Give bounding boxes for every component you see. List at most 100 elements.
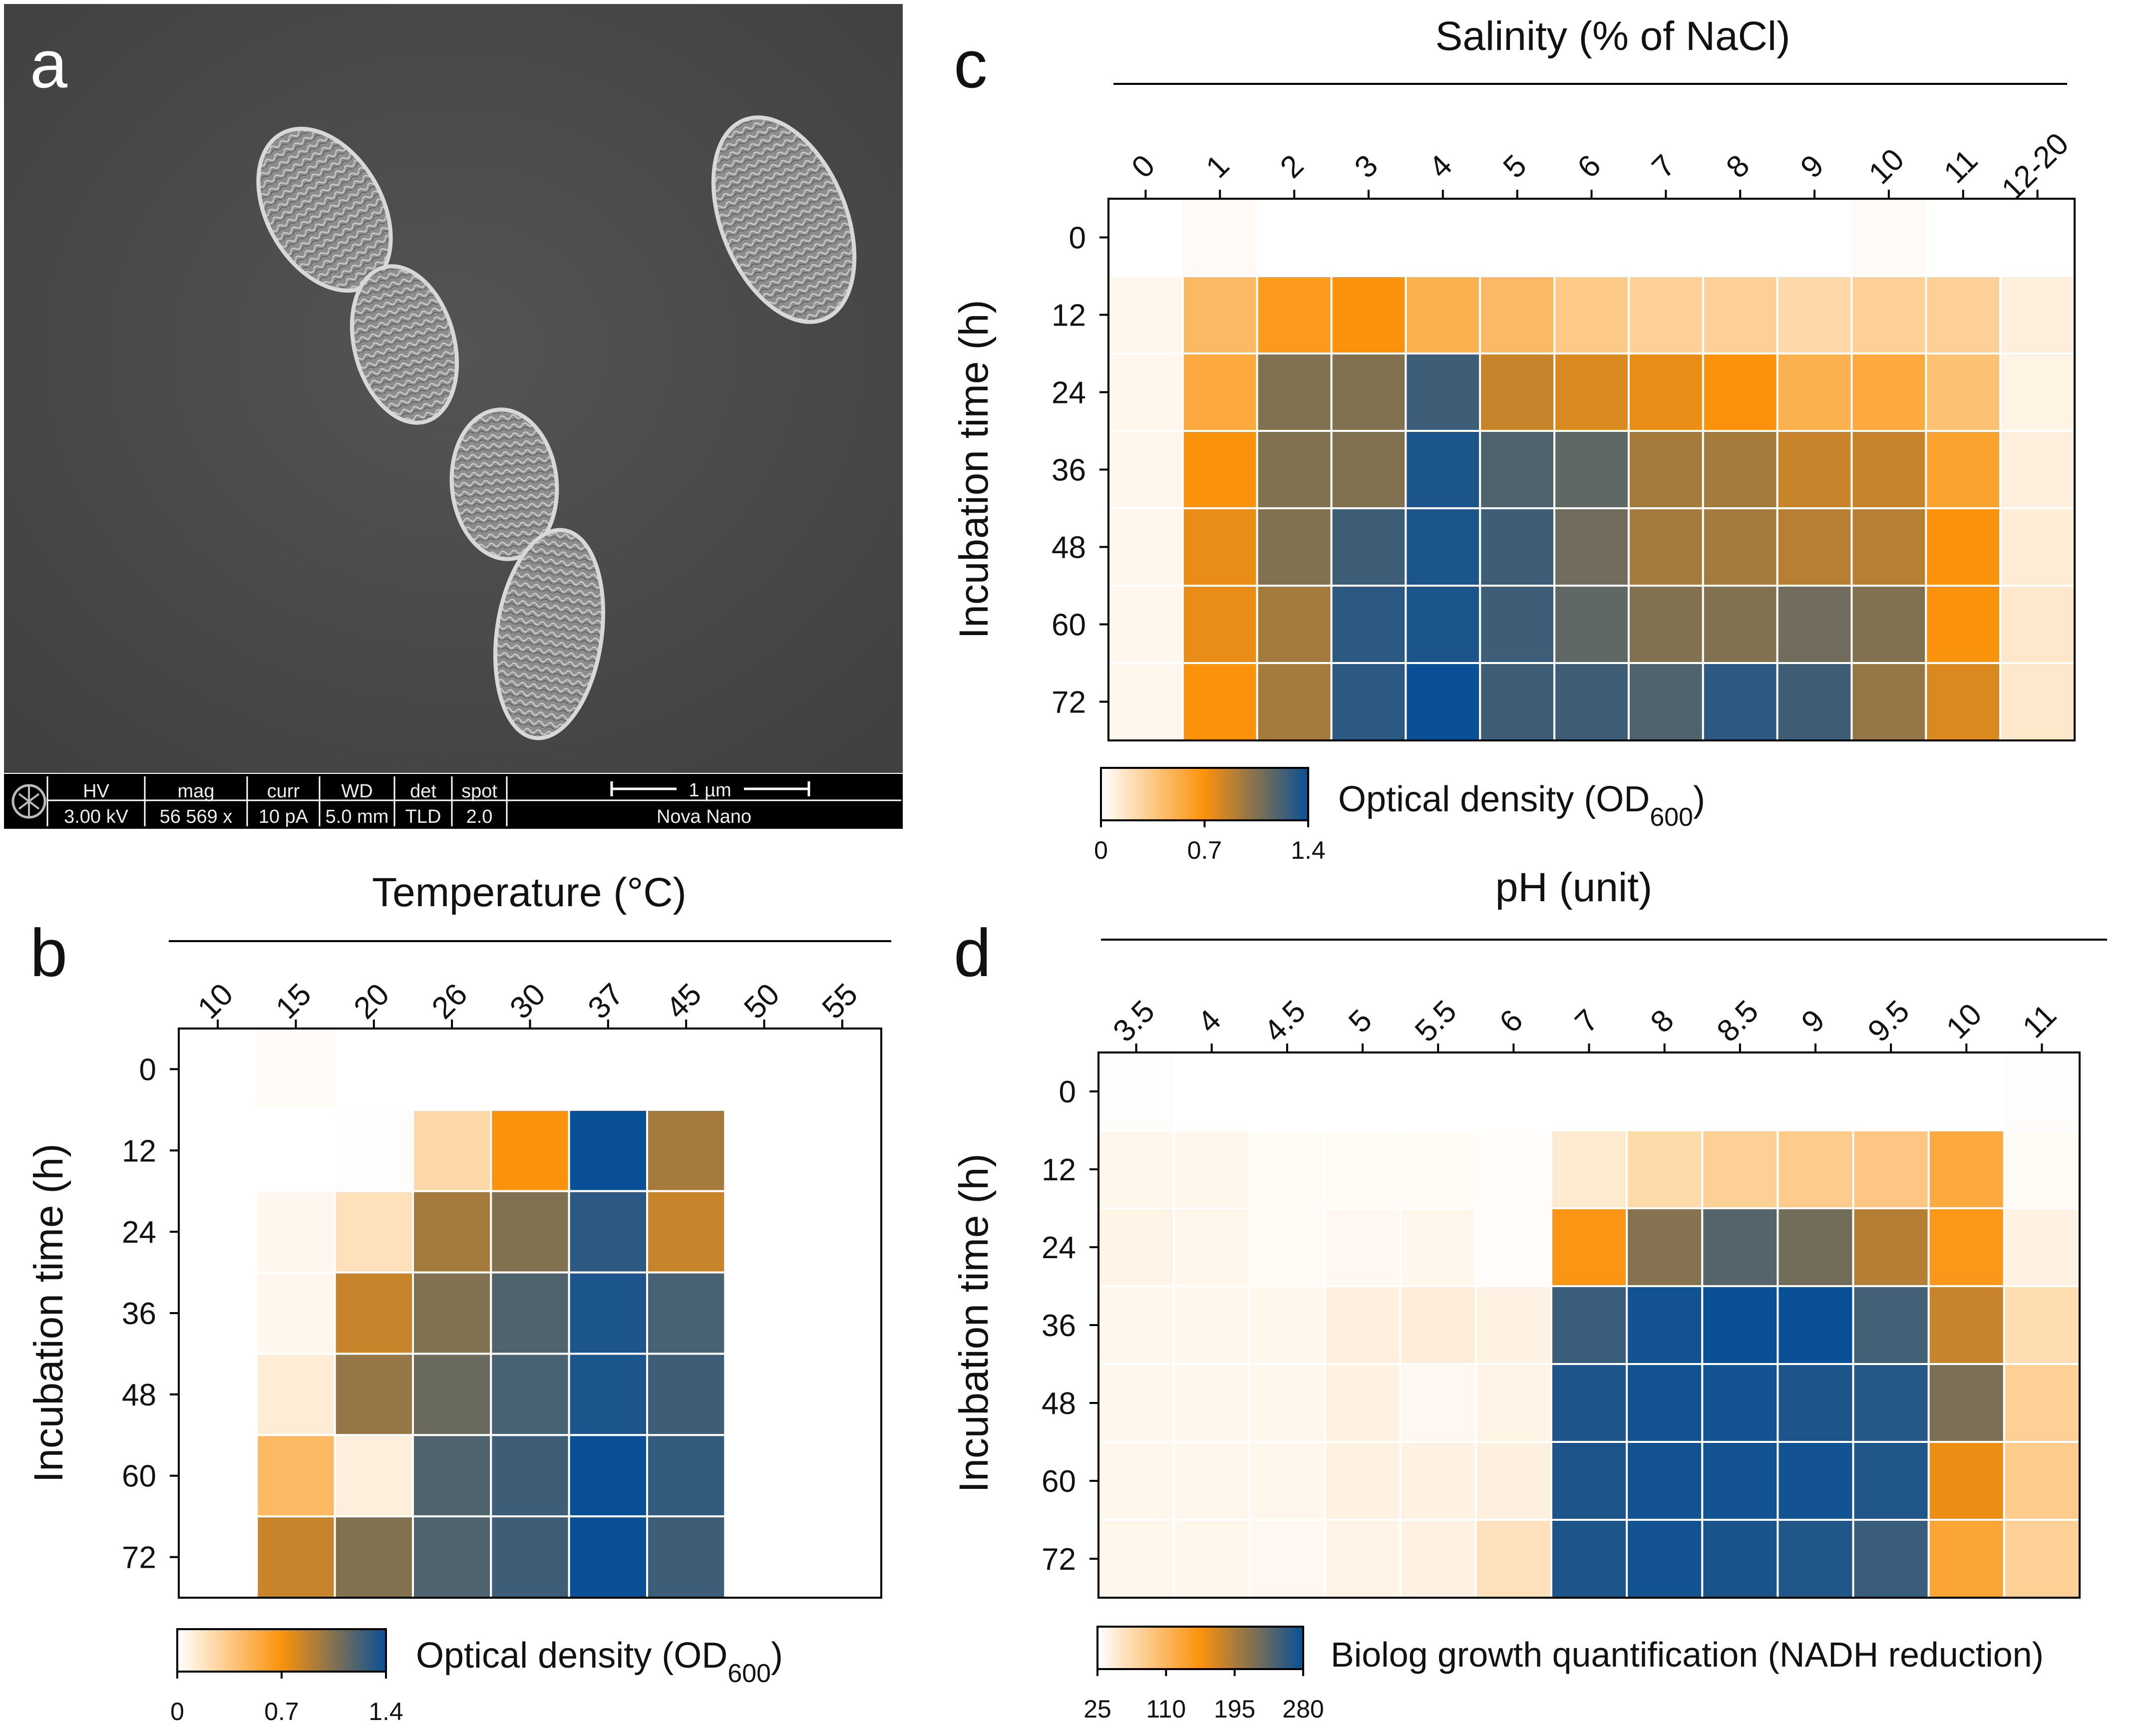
heatmap-cell-b-60-30: [490, 1434, 570, 1518]
heatmap-cell-c-12-3: [1330, 275, 1407, 354]
heatmap-cell-c-24-3: [1330, 352, 1407, 432]
bacterium-cell: [493, 528, 606, 740]
heatmap-cell-b-12-55: [802, 1108, 882, 1192]
heatmap-cell-c-12-11: [1925, 275, 2002, 354]
heatmap-cell-c-48-3: [1330, 507, 1407, 587]
heatmap-cell-b-12-37: [568, 1108, 648, 1192]
sem-bacteria-cells: [256, 115, 857, 740]
colorbar-tick-label: 110: [1146, 1695, 1186, 1723]
heatmap-cell-c-72-5: [1479, 662, 1556, 741]
heatmap-cell-c-72-8: [1702, 662, 1779, 741]
heatmap-cell-d-0-10: [1928, 1052, 2004, 1130]
heatmap-cell-b-72-15: [256, 1515, 336, 1599]
heatmap-cell-b-60-20: [334, 1434, 414, 1518]
heatmap-cell-c-12-7: [1627, 275, 1704, 354]
heatmap-cell-d-12-10: [1927, 1129, 2005, 1209]
y-tick-label: 24: [122, 1215, 156, 1250]
x-tick-label: 45: [660, 977, 709, 1026]
x-tick-label: 8.5: [1710, 994, 1765, 1049]
x-tick-label: 6: [1493, 1003, 1529, 1039]
heatmap-cell-b-36-10: [178, 1271, 258, 1355]
panel-a: a HV 3.00 kV mag 56 569 x curr 10 pA WD 5.0 mm d…: [4, 4, 903, 829]
heatmap-cell-c-60-2: [1256, 585, 1333, 664]
heatmap-cell-c-36-12-20: [1999, 430, 2076, 509]
sem-header-wd: WD: [341, 781, 372, 802]
heatmap-cell-d-24-10: [1927, 1207, 2005, 1287]
heatmap-cell-b-12-50: [724, 1108, 804, 1192]
heatmap-cell-b-60-15: [256, 1434, 336, 1518]
heatmap-cell-c-60-8: [1702, 585, 1779, 664]
x-tick-label: 3: [1348, 148, 1385, 185]
heatmap-cell-c-72-2: [1256, 662, 1333, 741]
heatmap-cell-d-24-5.5: [1399, 1207, 1477, 1287]
heatmap-cell-b-24-26: [412, 1190, 492, 1274]
y-tick-label: 36: [122, 1297, 156, 1331]
heatmap-cell-d-60-6: [1474, 1441, 1552, 1521]
heatmap-cell-c-48-12-20: [1999, 507, 2076, 587]
heatmap-cell-c-48-5: [1479, 507, 1556, 587]
x-tick-label: 9: [1795, 1003, 1831, 1039]
heatmap-cell-d-24-8: [1626, 1207, 1704, 1287]
colorbar-tick-label: 1.4: [1291, 836, 1326, 864]
heatmap-cell-d-12-5: [1324, 1129, 1402, 1209]
heatmap-cell-d-24-3.5: [1097, 1207, 1175, 1287]
heatmap-cell-b-12-20: [334, 1108, 414, 1192]
heatmap-cell-d-72-8.5: [1701, 1519, 1779, 1599]
heatmap-cell-d-60-8: [1626, 1441, 1704, 1521]
y-tick-label: 12: [122, 1134, 156, 1168]
heatmap-cell-b-48-55: [802, 1353, 882, 1436]
sem-value-det: TLD: [405, 806, 441, 827]
heatmap-cell-b-24-10: [178, 1190, 258, 1274]
heatmap-cell-d-72-9.5: [1852, 1519, 1930, 1599]
heatmap-cell-d-0-5.5: [1400, 1052, 1476, 1130]
heatmap-cell-c-48-6: [1553, 507, 1630, 587]
heatmap-cell-b-0-20: [335, 1029, 413, 1110]
x-tick-label: 5: [1497, 148, 1533, 185]
heatmap-cell-b-24-45: [646, 1190, 726, 1274]
x-axis-title-b: Temperature (°C): [372, 870, 687, 915]
y-tick-label: 60: [1042, 1464, 1076, 1499]
heatmap-cell-d-12-4: [1173, 1129, 1251, 1209]
heatmap-cell-d-48-4.5: [1248, 1363, 1326, 1443]
heatmap-cell-c-0-8: [1703, 199, 1778, 276]
heatmap-cell-c-60-9: [1776, 585, 1853, 664]
fei-logo-icon: [11, 784, 46, 819]
sem-value-wd: 5.0 mm: [326, 806, 389, 827]
heatmap-cell-c-72-4: [1405, 662, 1481, 741]
heatmap-cell-c-60-10: [1850, 585, 1927, 664]
heatmap-cell-d-0-8.5: [1702, 1052, 1778, 1130]
x-tick-label: 30: [503, 977, 552, 1026]
colorbar-label-end: ): [771, 1636, 783, 1676]
heatmap-cell-d-12-4.5: [1248, 1129, 1326, 1209]
heatmap-cell-d-72-10: [1927, 1519, 2005, 1599]
heatmap-cell-c-24-6: [1553, 352, 1630, 432]
heatmap-cell-d-0-4: [1174, 1052, 1250, 1130]
heatmap-cell-b-48-45: [646, 1353, 726, 1436]
heatmap-cell-d-36-3.5: [1097, 1285, 1175, 1365]
x-tick-label: 2: [1274, 148, 1310, 185]
bacterium-cell: [449, 407, 559, 561]
colorbar-label-end: ): [1693, 779, 1705, 819]
heatmap-cell-c-24-0: [1107, 352, 1184, 432]
heatmap-cell-c-12-6: [1553, 275, 1630, 354]
heatmap-cell-c-0-12-20: [2000, 199, 2075, 276]
heatmap-cell-c-60-4: [1405, 585, 1481, 664]
x-axis-title-d: pH (unit): [1495, 865, 1652, 910]
heatmap-cell-c-72-9: [1776, 662, 1853, 741]
sem-header-mag: mag: [178, 781, 215, 802]
heatmap-cell-d-72-6: [1474, 1519, 1552, 1599]
y-tick-label: 48: [1052, 531, 1086, 565]
x-tick-label: 5: [1342, 1003, 1379, 1039]
y-tick-label: 72: [1042, 1542, 1076, 1577]
x-tick-label: 5.5: [1409, 994, 1463, 1049]
heatmap-cell-d-48-5: [1324, 1363, 1402, 1443]
heatmap-cell-b-72-10: [178, 1515, 258, 1599]
heatmap-cell-d-48-4: [1173, 1363, 1251, 1443]
heatmap-cell-d-12-8.5: [1701, 1129, 1779, 1209]
heatmap-cell-d-24-6: [1474, 1207, 1552, 1287]
heatmap-cell-d-60-10: [1927, 1441, 2005, 1521]
heatmap-cell-b-0-30: [491, 1029, 569, 1110]
x-tick-label: 10: [191, 977, 240, 1026]
heatmap-cell-c-72-0: [1107, 662, 1184, 741]
